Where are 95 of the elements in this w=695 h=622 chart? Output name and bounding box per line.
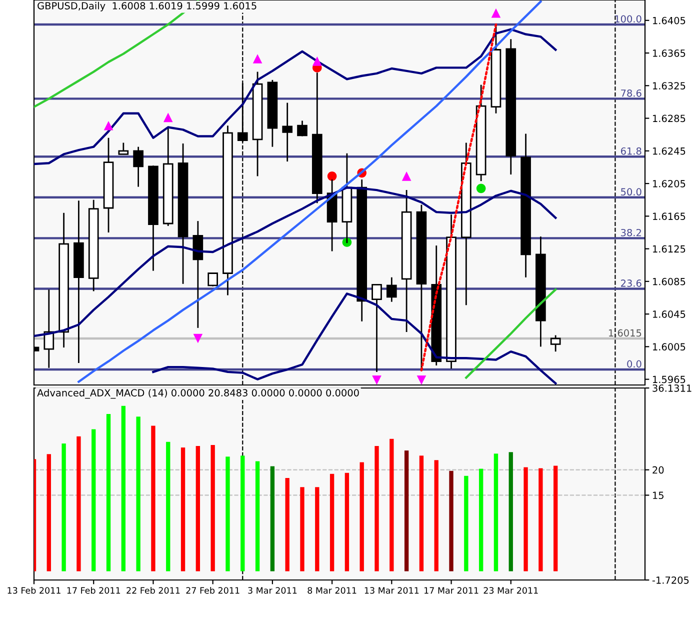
- point: [372, 375, 382, 385]
- bar: [196, 446, 200, 572]
- bar: [434, 460, 438, 572]
- bar: [330, 474, 334, 572]
- y-tick-label: 1.6005: [653, 343, 686, 350]
- bar: [538, 468, 543, 572]
- y-tick-label: 1.6365: [653, 49, 686, 57]
- y-tick-label: 1.6125: [653, 245, 686, 253]
- bar: [46, 454, 51, 572]
- chart-title: Advanced_ADX_MACD (14) 0.0000 20.8483 0.0000 0.0000 0.0000: [37, 388, 359, 399]
- y-tick-label: 1.6405: [653, 16, 686, 24]
- annotation: 38.2: [621, 228, 641, 236]
- y-tick-label: 36.1311: [652, 384, 692, 392]
- y-tick-label: 20: [652, 466, 664, 474]
- annotation: 100.0: [615, 15, 642, 23]
- chart-title: GBPUSD,Daily 1.6008 1.6019 1.5999 1.6015: [38, 2, 256, 12]
- bar: [285, 478, 290, 572]
- y-tick-label: -1.7205: [652, 576, 689, 584]
- bar: [360, 462, 364, 572]
- bar: [240, 456, 245, 572]
- bar: [449, 470, 454, 572]
- bar: [166, 442, 170, 572]
- candlestick: [550, 334, 561, 352]
- bar: [374, 446, 379, 572]
- bar: [524, 467, 528, 572]
- line-series: [420, 23, 498, 372]
- bar: [76, 436, 81, 572]
- bar: [478, 468, 484, 572]
- annotation: 0.0: [627, 360, 642, 368]
- y-tick-label: 1.6205: [653, 180, 686, 188]
- x-tick-label: 13 Mar 2011: [364, 587, 419, 594]
- x-tick-label: 3 Mar 2011: [248, 587, 297, 594]
- ref-line-label: 1.6015: [608, 329, 642, 337]
- y-tick-label: 1.6045: [653, 310, 686, 318]
- x-tick-label: 27 Feb 2011: [186, 586, 240, 594]
- x-tick-label: 22 Feb 2011: [126, 586, 180, 594]
- bar: [494, 454, 498, 572]
- bar: [270, 466, 275, 572]
- point: [342, 238, 352, 247]
- point: [312, 56, 322, 66]
- point: [327, 172, 337, 181]
- bar: [419, 456, 424, 572]
- y-tick-label: 1.6245: [653, 147, 686, 155]
- bar: [136, 416, 140, 572]
- bar: [404, 450, 409, 572]
- x-tick-label: 23 Mar 2011: [484, 587, 538, 594]
- candlestick: [372, 284, 382, 373]
- y-tick-label: 15: [653, 492, 664, 500]
- bar: [226, 456, 230, 572]
- point: [193, 334, 203, 344]
- point: [104, 120, 114, 130]
- bar: [344, 472, 350, 572]
- bar: [121, 406, 126, 572]
- candlestick: [282, 102, 293, 162]
- point: [476, 184, 486, 194]
- y-tick-label: 1.6085: [653, 278, 686, 286]
- bar: [255, 461, 260, 572]
- point: [491, 8, 501, 18]
- candlestick: [133, 146, 144, 188]
- bar: [92, 429, 96, 572]
- point: [252, 54, 262, 64]
- x-tick-label: 8 Mar 2011: [308, 587, 356, 594]
- annotation: 78.6: [621, 89, 642, 97]
- y-tick-label: 1.6285: [653, 114, 686, 122]
- y-tick-label: 1.6325: [653, 82, 686, 90]
- x-tick-label: 17 Feb 2011: [67, 586, 120, 594]
- bar: [151, 426, 156, 572]
- candlestick: [208, 272, 218, 287]
- point: [163, 112, 173, 122]
- y-tick-label: 1.5965: [653, 376, 686, 384]
- point: [416, 375, 426, 385]
- x-tick-label: 13 Feb 2011: [8, 586, 60, 594]
- candlestick: [118, 142, 129, 155]
- candlestick: [297, 120, 308, 137]
- bar: [106, 414, 111, 572]
- line-series: [465, 288, 557, 379]
- candlestick: [44, 288, 54, 369]
- x-tick-label: 17 Mar 2011: [424, 587, 478, 594]
- bar: [508, 452, 513, 572]
- candlestick: [386, 276, 397, 302]
- bar: [464, 476, 468, 572]
- bar: [554, 466, 558, 572]
- y-tick-label: 1.6165: [653, 212, 686, 220]
- bar: [300, 487, 304, 572]
- annotation: 61.8: [620, 147, 642, 155]
- point: [402, 172, 412, 181]
- bar: [180, 448, 186, 572]
- line-series: [34, 28, 557, 166]
- annotation: 50.0: [621, 188, 642, 196]
- bar: [62, 443, 66, 572]
- line-series: [152, 292, 557, 384]
- annotation: 23.6: [621, 280, 642, 287]
- bar: [390, 438, 394, 572]
- bar: [210, 444, 215, 572]
- bar: [315, 487, 320, 572]
